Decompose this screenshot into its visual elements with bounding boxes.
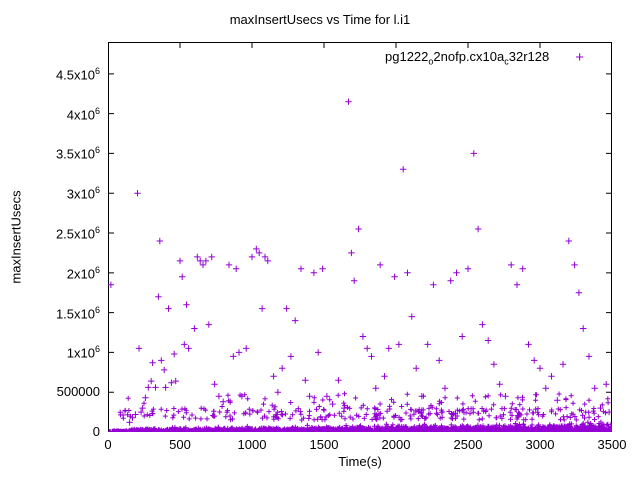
y-tick-label: 1.5x106 bbox=[55, 304, 100, 321]
plot-area bbox=[107, 42, 614, 435]
legend: pg1222o2nofp.cx10ac32r128 + bbox=[385, 49, 584, 67]
legend-plus-marker-icon: + bbox=[575, 49, 584, 67]
scatter-plot-canvas bbox=[107, 42, 614, 435]
x-tick-label: 0 bbox=[104, 437, 112, 452]
chart-title: maxInsertUsecs vs Time for l.i1 bbox=[229, 12, 411, 27]
legend-series-label: pg1222o2nofp.cx10ac32r128 bbox=[385, 49, 550, 67]
x-tick-label: 500 bbox=[169, 437, 191, 452]
y-tick-label: 3x106 bbox=[66, 185, 100, 202]
y-tick-label: 4.5x106 bbox=[55, 65, 100, 83]
x-tick-label: 2000 bbox=[381, 437, 411, 452]
x-tick-label: 1000 bbox=[237, 437, 267, 452]
x-tick-label: 1500 bbox=[309, 437, 339, 452]
x-tick-label: 2500 bbox=[453, 437, 483, 452]
y-tick-label: 0 bbox=[92, 424, 100, 439]
x-tick-label: 3000 bbox=[525, 437, 555, 452]
y-tick-label: 500000 bbox=[56, 384, 100, 400]
y-tick-label: 3.5x106 bbox=[55, 145, 100, 162]
y-tick-label: 2x106 bbox=[66, 264, 100, 282]
y-tick-label: 2.5x106 bbox=[55, 225, 100, 242]
y-tick-label: 4x106 bbox=[66, 105, 100, 122]
x-axis-label: Time(s) bbox=[338, 454, 382, 469]
x-tick-label: 3500 bbox=[597, 437, 627, 452]
y-tick-label: 1x106 bbox=[66, 344, 100, 361]
